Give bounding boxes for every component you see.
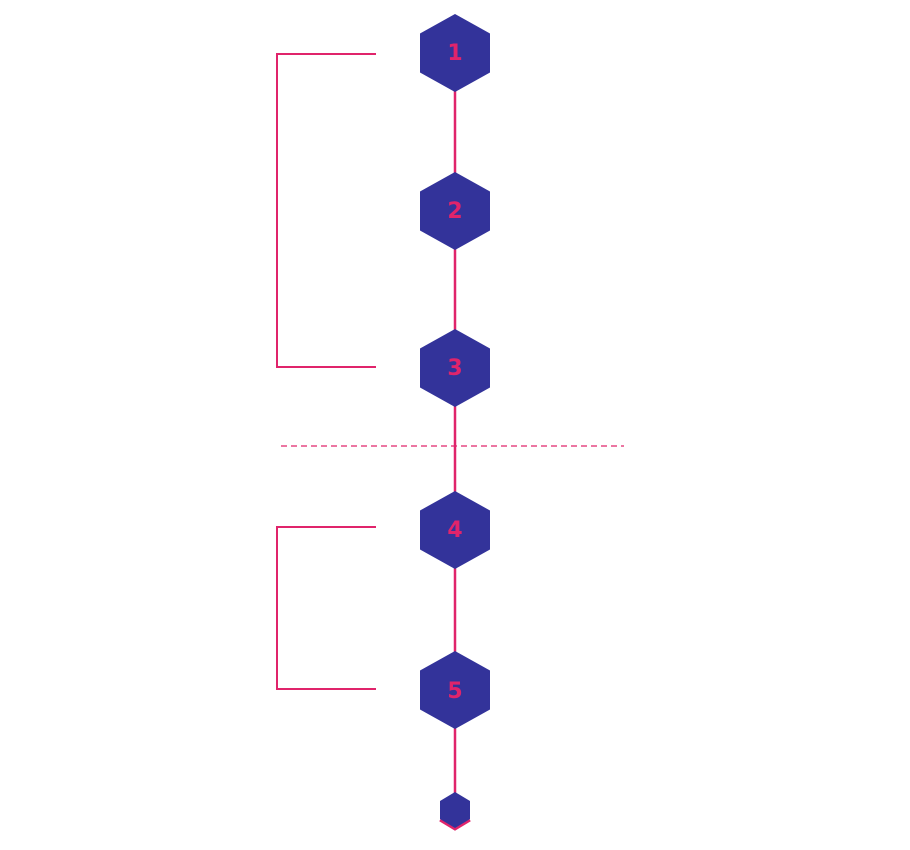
end-marker-accent bbox=[439, 818, 471, 831]
step-node-4: 4 bbox=[420, 491, 490, 569]
step-node-1: 1 bbox=[420, 14, 490, 92]
step-number: 4 bbox=[447, 518, 462, 543]
step-number: 2 bbox=[447, 199, 462, 224]
hexagon-icon bbox=[420, 14, 490, 92]
hexagon-icon bbox=[420, 491, 490, 569]
hexagon-icon bbox=[420, 329, 490, 407]
step-number: 1 bbox=[447, 41, 462, 66]
group-bracket-steps-4-5 bbox=[276, 526, 376, 690]
hexagon-icon bbox=[420, 172, 490, 250]
hexagon-icon bbox=[420, 651, 490, 729]
group-bracket-steps-1-3 bbox=[276, 53, 376, 368]
small-hexagon-icon bbox=[440, 792, 470, 828]
step-number: 5 bbox=[447, 679, 462, 704]
end-marker bbox=[439, 792, 471, 831]
step-node-2: 2 bbox=[420, 172, 490, 250]
step-node-3: 3 bbox=[420, 329, 490, 407]
step-node-5: 5 bbox=[420, 651, 490, 729]
step-number: 3 bbox=[447, 356, 462, 381]
